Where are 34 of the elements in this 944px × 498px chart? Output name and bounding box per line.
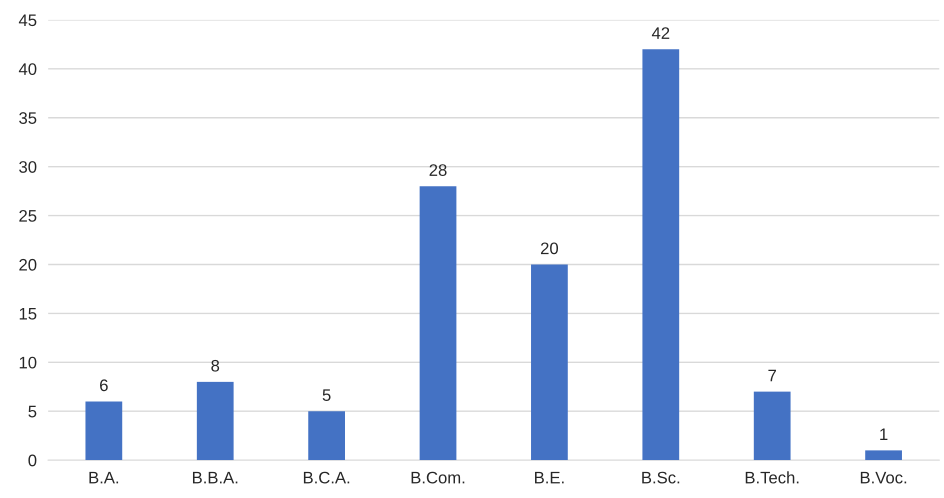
data-label: 42 <box>652 27 670 39</box>
data-label: 28 <box>430 164 447 176</box>
y-tick-label: 15 <box>20 308 36 320</box>
x-tick-label: B.Tech. <box>746 471 798 484</box>
x-tick-label: B.Com. <box>412 472 464 484</box>
data-label: 20 <box>540 242 558 254</box>
x-tick-label: B.Sc. <box>642 472 680 484</box>
y-tick-label: 25 <box>19 210 36 222</box>
y-tick-label: 45 <box>18 14 36 26</box>
y-tick-label: 10 <box>20 356 36 369</box>
y-tick-label: 20 <box>19 258 36 271</box>
x-tick-label: B.B.A. <box>192 472 238 484</box>
bar <box>420 186 456 460</box>
x-tick-label: B.C.A. <box>304 472 350 484</box>
bar <box>308 411 346 460</box>
x-tick-label: B.Voc. <box>860 472 906 484</box>
bar <box>85 401 122 460</box>
data-label: 8 <box>211 360 220 372</box>
bar <box>531 264 568 460</box>
data-label: 5 <box>322 389 331 401</box>
data-label: 6 <box>100 379 108 392</box>
data-label: 7 <box>768 370 776 382</box>
x-tick-label: B.E. <box>535 472 564 484</box>
y-tick-label: 30 <box>19 161 36 173</box>
y-tick-label: 0 <box>28 454 36 466</box>
y-tick-label: 5 <box>28 406 36 418</box>
bar <box>754 392 791 460</box>
data-label: 1 <box>880 428 888 440</box>
bar <box>865 450 902 460</box>
bar <box>196 382 234 460</box>
bar <box>642 49 680 460</box>
y-tick-label: 35 <box>19 112 36 124</box>
x-tick-label: B.A. <box>89 472 118 484</box>
y-tick-label: 40 <box>18 63 36 76</box>
